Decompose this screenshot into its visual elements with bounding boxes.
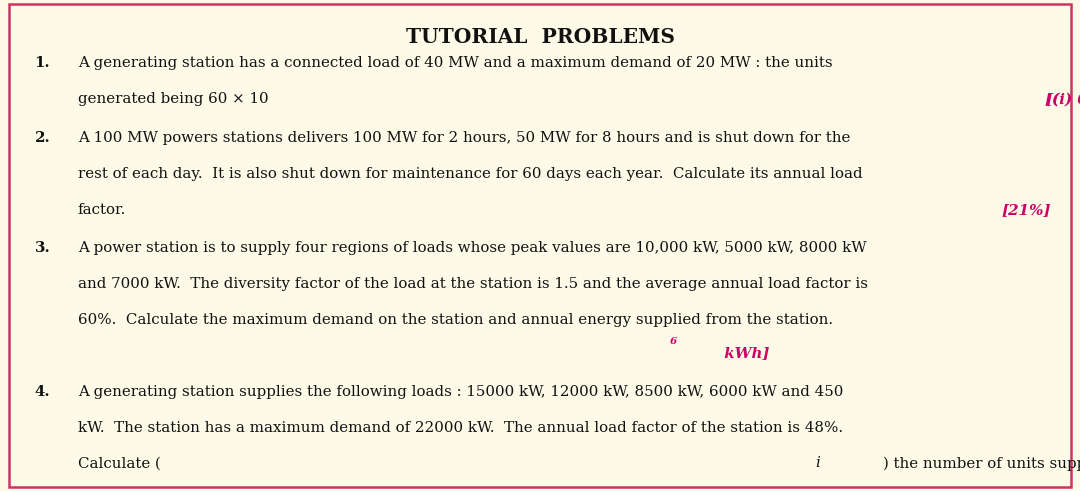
Text: ) the number of units supplied annually (: ) the number of units supplied annually … xyxy=(882,457,1080,471)
Text: [21%]: [21%] xyxy=(1001,203,1051,217)
Text: [(: [( xyxy=(1045,92,1059,107)
Text: 4.: 4. xyxy=(35,385,50,399)
Text: A power station is to supply four regions of loads whose peak values are 10,000 : A power station is to supply four region… xyxy=(78,242,866,255)
Text: kWh]: kWh] xyxy=(719,346,769,360)
Text: A 100 MW powers stations delivers 100 MW for 2 hours, 50 MW for 8 hours and is s: A 100 MW powers stations delivers 100 MW… xyxy=(78,131,850,145)
Text: kW.  The station has a maximum demand of 22000 kW.  The annual load factor of th: kW. The station has a maximum demand of … xyxy=(78,421,842,435)
Text: 3.: 3. xyxy=(35,242,51,255)
Text: 1.: 1. xyxy=(35,56,50,71)
Text: factor.: factor. xyxy=(78,203,126,217)
Text: 2.: 2. xyxy=(35,131,51,145)
Text: [(i) 0·5 (ii) 34·25%]: [(i) 0·5 (ii) 34·25%] xyxy=(1045,92,1080,107)
Text: rest of each day.  It is also shut down for maintenance for 60 days each year.  : rest of each day. It is also shut down f… xyxy=(78,167,863,181)
Text: A generating station has a connected load of 40 MW and a maximum demand of 20 MW: A generating station has a connected loa… xyxy=(78,56,833,71)
Text: i: i xyxy=(815,457,820,470)
Text: 6: 6 xyxy=(670,337,677,346)
Text: A generating station supplies the following loads : 15000 kW, 12000 kW, 8500 kW,: A generating station supplies the follow… xyxy=(78,385,843,399)
Text: TUTORIAL  PROBLEMS: TUTORIAL PROBLEMS xyxy=(405,27,675,47)
Text: 60%.  Calculate the maximum demand on the station and annual energy supplied fro: 60%. Calculate the maximum demand on the… xyxy=(78,313,833,327)
Text: Calculate (: Calculate ( xyxy=(78,457,161,470)
Text: and 7000 kW.  The diversity factor of the load at the station is 1.5 and the ave: and 7000 kW. The diversity factor of the… xyxy=(78,277,867,291)
Text: generated being 60 × 10: generated being 60 × 10 xyxy=(78,92,269,107)
